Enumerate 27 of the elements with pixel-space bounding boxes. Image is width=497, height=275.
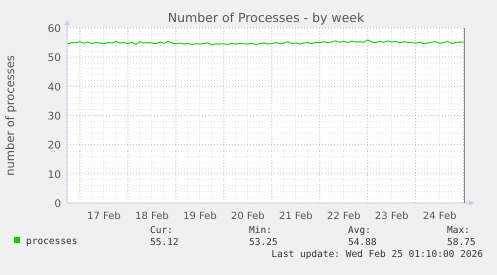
x-tick-label: 24 Feb — [422, 211, 456, 222]
x-tick-label: 17 Feb — [87, 211, 121, 222]
x-tick-label: 23 Feb — [374, 211, 409, 222]
y-tick-label: 30 — [48, 110, 61, 122]
text: 55.12 — [150, 237, 179, 248]
text: Last update: Wed Feb 25 01:10:00 2026 — [271, 249, 484, 260]
x-tick-label: 22 Feb — [326, 211, 361, 222]
y-axis-title: number of processes — [3, 55, 17, 176]
y-tick-label: 50 — [48, 52, 61, 64]
text: 54.88 — [348, 237, 377, 248]
y-tick-label: 20 — [48, 140, 61, 152]
text: Avg: — [348, 225, 371, 236]
text: 53.25 — [249, 237, 278, 248]
chart-title: Number of Processes - by week — [168, 10, 365, 25]
legend-label: processes — [26, 236, 78, 247]
text: 58.75 — [447, 237, 476, 248]
x-tick-label: 20 Feb — [231, 211, 265, 222]
text: Max: — [447, 225, 470, 236]
y-tick-label: 10 — [48, 168, 61, 181]
text: Cur: — [150, 225, 173, 236]
text: Min: — [249, 225, 272, 236]
x-tick-label: 19 Feb — [183, 211, 217, 222]
x-tick-label: 18 Feb — [135, 211, 169, 222]
y-tick-label: 40 — [48, 81, 61, 94]
x-tick-label: 21 Feb — [279, 211, 313, 222]
y-tick-label: 0 — [54, 198, 61, 210]
y-tick-label: 60 — [48, 23, 61, 35]
